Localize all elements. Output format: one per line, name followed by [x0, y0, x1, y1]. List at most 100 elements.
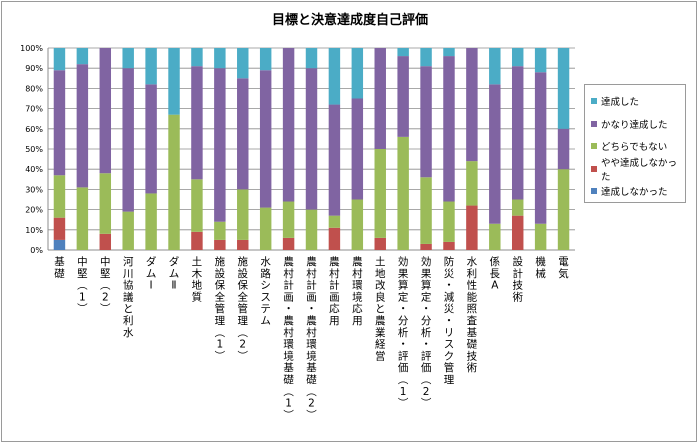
legend-item: 達成しなかった	[591, 180, 685, 203]
y-tick-label: 10%	[25, 226, 43, 235]
bar-segment	[305, 48, 318, 69]
x-tick-label: 土木地質	[192, 255, 203, 303]
legend-swatch	[591, 188, 597, 195]
bar-segment	[511, 48, 524, 67]
legend-label: 達成しなかった	[601, 187, 668, 199]
bar-segment	[351, 48, 364, 99]
x-tick-label: 設計技術	[512, 255, 523, 303]
legend-swatch	[591, 143, 597, 150]
legend-item: やや達成しなかった	[591, 157, 685, 183]
bar-segment	[534, 72, 547, 224]
bar-segment	[99, 48, 112, 174]
bar-segment	[237, 239, 249, 250]
x-tick-label: ダム Ⅱ	[169, 255, 180, 292]
bar-segment	[489, 84, 501, 224]
bar-segment	[489, 48, 501, 85]
bar-segment	[99, 173, 112, 234]
x-tick-label: 水路システム	[260, 256, 271, 327]
legend-swatch	[591, 98, 597, 105]
bar-segment	[443, 241, 455, 250]
bar-segment	[214, 48, 226, 69]
bar-segment	[191, 48, 203, 67]
y-tick-label: 60%	[25, 125, 43, 134]
bar-segment	[214, 221, 226, 240]
x-tick-label: 施設保全管理︵ 2 ︶	[238, 255, 249, 362]
bar-segment	[511, 66, 524, 200]
bar-segment	[53, 70, 66, 176]
bar-segment	[305, 68, 318, 210]
x-tick-label: 施設保全管理︵ 1 ︶	[215, 255, 226, 362]
x-tick-label: 農村環境応用	[352, 255, 363, 327]
bar-segment	[328, 48, 341, 105]
bar-segment	[282, 48, 295, 202]
bar-segment	[99, 233, 112, 250]
x-tick-label: 効果算定・分析・評価︵ 2 ︶	[421, 255, 432, 410]
bar-segment	[53, 239, 66, 250]
x-tick-label: 水利性能照査基礎技術	[467, 256, 478, 374]
bar-segment	[168, 114, 180, 250]
bar-segment	[397, 136, 409, 250]
bar-segment	[328, 215, 341, 228]
y-tick-label: 90%	[25, 64, 43, 73]
bar-segment	[466, 205, 478, 250]
bar-segment	[237, 48, 249, 79]
bar-segment	[374, 149, 386, 238]
bar-segment	[328, 227, 341, 250]
bar-segment	[191, 179, 203, 232]
legend-label: どちらでもない	[601, 142, 668, 154]
x-tick-label: ダム Ⅰ	[146, 255, 157, 292]
x-tick-label: 農村計画・農村環境基礎︵ 1 ︶	[283, 255, 294, 421]
y-tick-label: 0%	[30, 246, 43, 255]
bar-segment	[351, 199, 364, 250]
bar-segment	[374, 237, 386, 250]
y-tick-label: 70%	[25, 105, 43, 114]
bar-segment	[443, 48, 455, 57]
bar-segment	[259, 207, 272, 250]
bar-segment	[466, 48, 478, 162]
x-tick-label: 中堅︵ 2 ︶	[100, 255, 111, 315]
bar-segment	[305, 209, 318, 250]
x-tick-label: 係長 A	[490, 256, 501, 292]
bar-segment	[76, 64, 89, 188]
bar-segment	[489, 223, 501, 250]
x-tick-label: 農村計画・農村環境基礎︵ 2 ︶	[306, 255, 317, 421]
bar-segment	[557, 128, 570, 170]
x-tick-label: 農村計画応用	[329, 255, 340, 327]
bar-segment	[282, 237, 295, 250]
bar-segment	[511, 215, 524, 250]
bar-segment	[443, 56, 455, 202]
bar-segment	[237, 78, 249, 190]
x-tick-label: 機械	[535, 255, 546, 280]
x-tick-label: 基礎	[54, 255, 65, 280]
bar-segment	[122, 68, 134, 212]
y-tick-label: 100%	[20, 44, 43, 53]
x-tick-label: 中堅︵ 1 ︶	[77, 255, 88, 315]
bar-segment	[534, 223, 547, 250]
y-tick-label: 40%	[25, 165, 43, 174]
bar-segment	[420, 48, 432, 67]
bar-segment	[145, 193, 157, 250]
y-tick-label: 20%	[25, 206, 43, 215]
y-tick-label: 50%	[25, 145, 43, 154]
x-tick-label: 土地改良と農業経営	[375, 255, 386, 362]
bar-segment	[145, 48, 157, 85]
bar-segment	[282, 201, 295, 238]
bar-segment	[443, 201, 455, 242]
bar-segment	[191, 66, 203, 180]
x-tick-label: 河川協議と利水	[123, 256, 134, 339]
bar-segment	[397, 48, 409, 57]
chart-title: 目標と決意達成度自己評価	[271, 13, 428, 28]
y-tick-label: 30%	[25, 185, 43, 194]
legend-item: かなり達成した	[591, 113, 685, 136]
bar-segment	[259, 70, 272, 208]
bar-segment	[511, 199, 524, 216]
bar-segment	[557, 48, 570, 129]
bar-segment	[374, 48, 386, 149]
legend-item: 達成した	[591, 90, 685, 113]
bar-segment	[466, 161, 478, 206]
y-tick-label: 80%	[25, 84, 43, 93]
legend-label: やや達成しなかった	[601, 157, 678, 183]
bar-segment	[145, 84, 157, 194]
